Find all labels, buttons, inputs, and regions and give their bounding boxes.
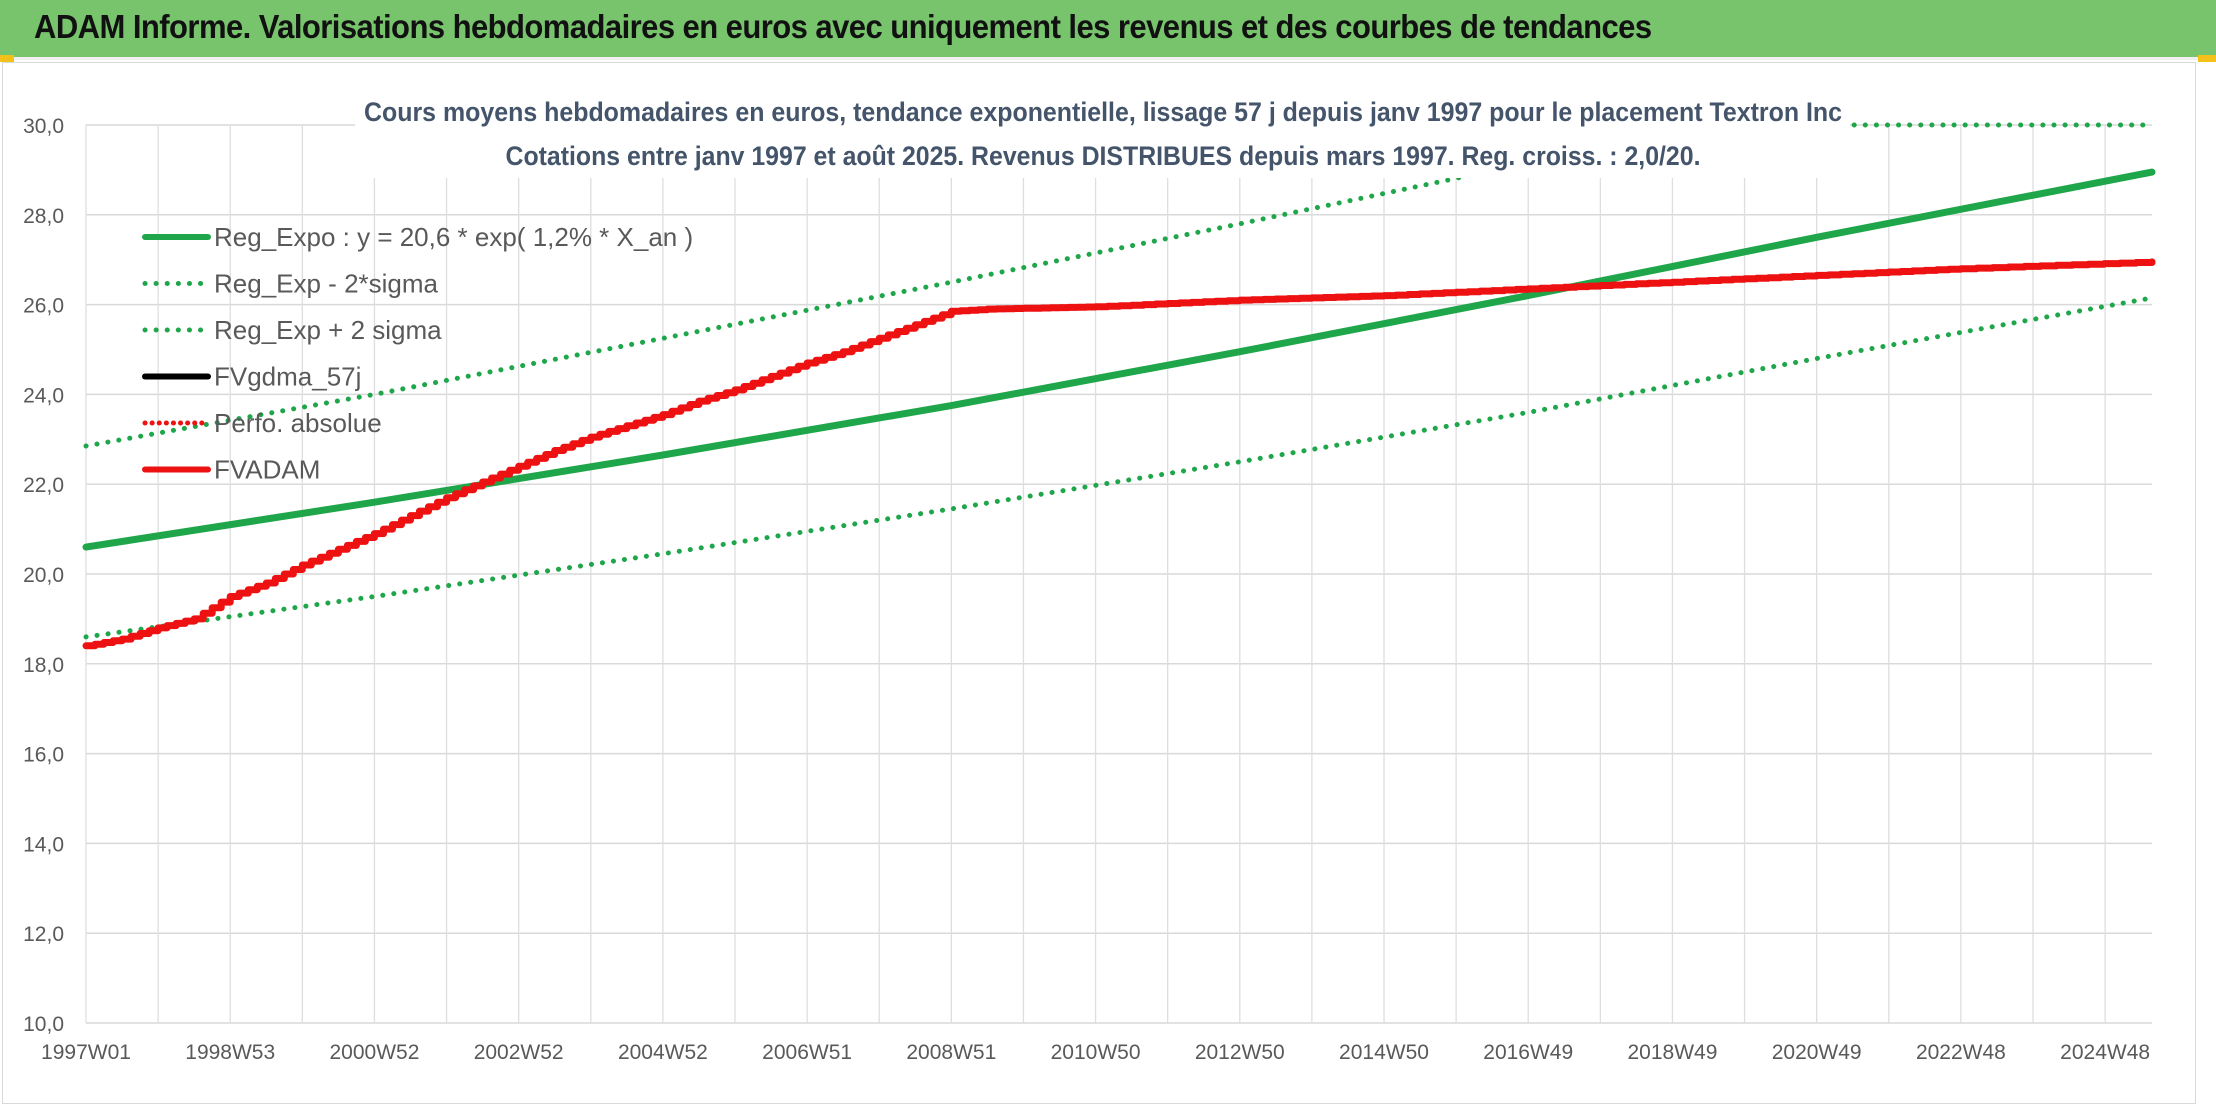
x-tick-label: 2002W52: [474, 1041, 564, 1064]
chart-title: Cours moyens hebdomadaires en euros, ten…: [364, 97, 1842, 127]
y-axis: 10,0 12,0 14,0 16,0 18,0 20,0 22,0 24,0 26,0 28,0…: [23, 115, 64, 1036]
x-tick-label: 2004W52: [618, 1041, 708, 1064]
y-tick-label: 14,0: [23, 833, 64, 856]
series-line-0: [82, 168, 2156, 551]
y-tick-label: 20,0: [23, 564, 64, 587]
x-tick-label: 2012W50: [1195, 1041, 1285, 1064]
legend-label: Reg_Exp + 2 sigma: [214, 315, 442, 345]
x-tick-label: 2008W51: [906, 1041, 996, 1064]
chart-titles: Cours moyens hebdomadaires en euros, ten…: [355, 90, 1850, 178]
x-tick-label: 2014W50: [1339, 1041, 1429, 1064]
header-banner: ADAM Informe. Valorisations hebdomadaire…: [0, 0, 2216, 60]
series-layer: [82, 122, 2156, 650]
y-tick-label: 10,0: [23, 1013, 64, 1036]
page-title: ADAM Informe. Valorisations hebdomadaire…: [34, 8, 1652, 45]
title-background: [355, 90, 1850, 178]
x-tick-label: 2024W48: [2060, 1041, 2150, 1064]
y-tick-label: 18,0: [23, 654, 64, 677]
series-line-5: [82, 258, 2156, 650]
x-tick-label: 2010W50: [1051, 1041, 1141, 1064]
legend-label: Perfo. absolue: [214, 408, 382, 438]
legend: Reg_Expo : y = 20,6 * exp( 1,2% * X_an )…: [142, 222, 693, 485]
legend-label: Reg_Exp - 2*sigma: [214, 269, 439, 299]
legend-label: FVADAM: [214, 455, 320, 485]
x-tick-label: 1998W53: [185, 1041, 275, 1064]
chart-subtitle: Cotations entre janv 1997 et août 2025. …: [506, 141, 1701, 171]
x-tick-label: 2018W49: [1628, 1041, 1718, 1064]
x-tick-label: 2020W49: [1772, 1041, 1862, 1064]
series-line-2: [83, 122, 2155, 449]
grid: [85, 124, 2152, 1024]
legend-label: Reg_Expo : y = 20,6 * exp( 1,2% * X_an ): [214, 222, 693, 252]
x-axis: 1997W01 1998W53 2000W52 2002W52 2004W52 2006W…: [41, 1041, 2150, 1064]
x-tick-label: 2000W52: [329, 1041, 419, 1064]
x-tick-label: 2006W51: [762, 1041, 852, 1064]
x-tick-label: 2016W49: [1483, 1041, 1573, 1064]
chart-frame: [2, 62, 2196, 1104]
series-line-1: [83, 295, 2155, 640]
y-tick-label: 12,0: [23, 923, 64, 946]
x-tick-label: 2022W48: [1916, 1041, 2006, 1064]
y-tick-label: 16,0: [23, 744, 64, 767]
y-tick-label: 22,0: [23, 474, 64, 497]
y-tick-label: 30,0: [23, 115, 64, 138]
corner-mark-right: [2198, 55, 2216, 62]
corner-mark-left: [0, 55, 14, 62]
legend-label: FVgdma_57j: [214, 362, 361, 392]
x-tick-label: 1997W01: [41, 1041, 131, 1064]
y-tick-label: 28,0: [23, 205, 64, 228]
y-tick-label: 26,0: [23, 295, 64, 318]
y-tick-label: 24,0: [23, 384, 64, 407]
